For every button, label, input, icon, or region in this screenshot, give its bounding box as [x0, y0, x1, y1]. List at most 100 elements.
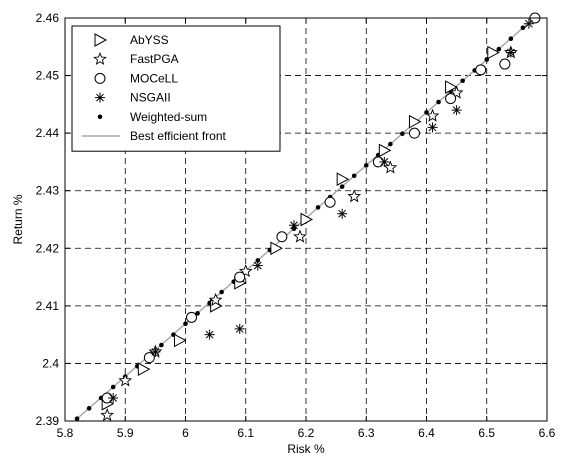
- point-weighted-sum: [351, 173, 357, 179]
- x-tick-label: 6.5: [478, 426, 495, 440]
- point-mocell: [234, 271, 246, 283]
- point-nsgaii: [451, 105, 462, 116]
- point-nsgaii: [150, 346, 161, 357]
- x-tick-label: 6.4: [418, 426, 435, 440]
- point-mocell: [324, 196, 336, 208]
- y-tick-label: 2.4: [42, 356, 59, 370]
- legend: AbYSS FastPGA MOCeLL NSGAII Weighted-sum Best…: [71, 25, 281, 152]
- point-mocell: [186, 311, 198, 323]
- point-mocell: [408, 127, 420, 139]
- asterisk-stroke: [380, 158, 389, 166]
- point-fastpga: [208, 292, 223, 306]
- point-weighted-sum: [460, 78, 465, 84]
- point-weighted-sum: [159, 342, 164, 348]
- y-tick-label: 2.46: [36, 11, 60, 25]
- series-mocell: [101, 12, 541, 404]
- point-abyss: [408, 114, 422, 129]
- series-abyss: [101, 45, 500, 411]
- point-fastpga: [118, 373, 133, 387]
- legend-swatch-nsgaii: [95, 92, 105, 103]
- point-weighted-sum: [110, 384, 116, 390]
- point-mocell: [475, 64, 487, 76]
- asterisk-stroke: [506, 48, 515, 57]
- point-abyss: [300, 212, 314, 227]
- point-mocell: [276, 231, 288, 243]
- legend-swatch-mocell: [94, 72, 106, 84]
- point-weighted-sum: [520, 25, 526, 31]
- point-nsgaii: [204, 329, 215, 340]
- asterisk-stroke: [109, 394, 118, 402]
- point-fastpga: [293, 229, 307, 243]
- point-nsgaii: [252, 260, 263, 271]
- point-nsgaii: [108, 392, 119, 403]
- point-nsgaii: [427, 122, 438, 133]
- point-nsgaii: [523, 18, 534, 29]
- point-abyss: [270, 241, 283, 256]
- point-weighted-sum: [255, 258, 261, 263]
- point-weighted-sum: [195, 311, 200, 316]
- point-abyss: [487, 45, 500, 60]
- x-tick-label: 6.3: [358, 426, 375, 440]
- point-abyss: [445, 80, 458, 94]
- asterisk-stroke: [151, 348, 160, 356]
- point-nsgaii: [337, 208, 348, 219]
- point-nsgaii: [379, 156, 390, 167]
- asterisk-stroke: [338, 209, 347, 218]
- x-axis-label: Risk %: [287, 442, 325, 456]
- point-abyss: [137, 362, 151, 377]
- asterisk-stroke: [205, 330, 214, 339]
- x-tick-label: 6.2: [298, 426, 315, 440]
- point-weighted-sum: [86, 406, 92, 411]
- legend-swatch-fastpga: [93, 51, 107, 66]
- point-fastpga: [425, 108, 440, 122]
- point-fastpga: [347, 189, 362, 203]
- point-weighted-sum: [363, 163, 369, 168]
- point-weighted-sum: [388, 141, 393, 147]
- point-nsgaii: [288, 220, 299, 231]
- point-nsgaii: [234, 323, 245, 334]
- data-marks: [74, 12, 541, 422]
- point-abyss: [336, 172, 350, 187]
- y-tick-label: 2.41: [36, 299, 60, 313]
- legend-swatch-weighted-sum: [97, 114, 103, 120]
- point-weighted-sum: [339, 184, 345, 189]
- point-fastpga: [383, 160, 398, 174]
- point-weighted-sum: [436, 99, 441, 105]
- point-weighted-sum: [496, 46, 502, 52]
- legend-label-fastpga: FastPGA: [130, 52, 179, 66]
- point-fastpga: [238, 264, 253, 278]
- legend-label-weighted-sum: Weighted-sum: [130, 110, 207, 124]
- legend-label-abyss: AbYSS: [130, 33, 169, 47]
- asterisk-stroke: [253, 261, 262, 270]
- tick-labels: 5.8 5.9 6 6.1 6.2 6.3 6.4 6.5 6.6 2.39 2.4 2.41 2.42…: [36, 11, 556, 440]
- point-weighted-sum: [508, 36, 514, 42]
- x-tick-label: 5.8: [57, 426, 74, 440]
- asterisk-stroke: [428, 123, 437, 132]
- point-nsgaii: [505, 47, 516, 58]
- point-abyss: [378, 143, 392, 158]
- y-tick-label: 2.39: [36, 414, 60, 428]
- y-tick-label: 2.44: [36, 126, 60, 140]
- point-fastpga: [449, 85, 464, 99]
- point-weighted-sum: [183, 321, 188, 327]
- x-tick-label: 6.1: [237, 426, 254, 440]
- asterisk-stroke: [525, 19, 533, 28]
- axis-ticks: [64, 17, 548, 422]
- x-tick-label: 6.6: [539, 426, 556, 440]
- y-axis-label: Return %: [11, 194, 25, 244]
- point-weighted-sum: [400, 131, 405, 137]
- point-weighted-sum: [219, 289, 224, 295]
- series-nsgaii: [108, 18, 534, 403]
- legend-label-best-efficient-front: Best efficient front: [130, 129, 226, 143]
- y-tick-label: 2.45: [36, 69, 60, 83]
- point-weighted-sum: [315, 205, 321, 210]
- legend-label-nsgaii: NSGAII: [130, 91, 171, 105]
- asterisk-stroke: [96, 93, 104, 102]
- legend-swatch-abyss: [94, 33, 108, 47]
- point-mocell: [499, 58, 511, 70]
- point-weighted-sum: [74, 416, 80, 421]
- y-tick-label: 2.43: [36, 184, 60, 198]
- legend-label-mocell: MOCeLL: [130, 71, 178, 85]
- asterisk-stroke: [235, 324, 244, 333]
